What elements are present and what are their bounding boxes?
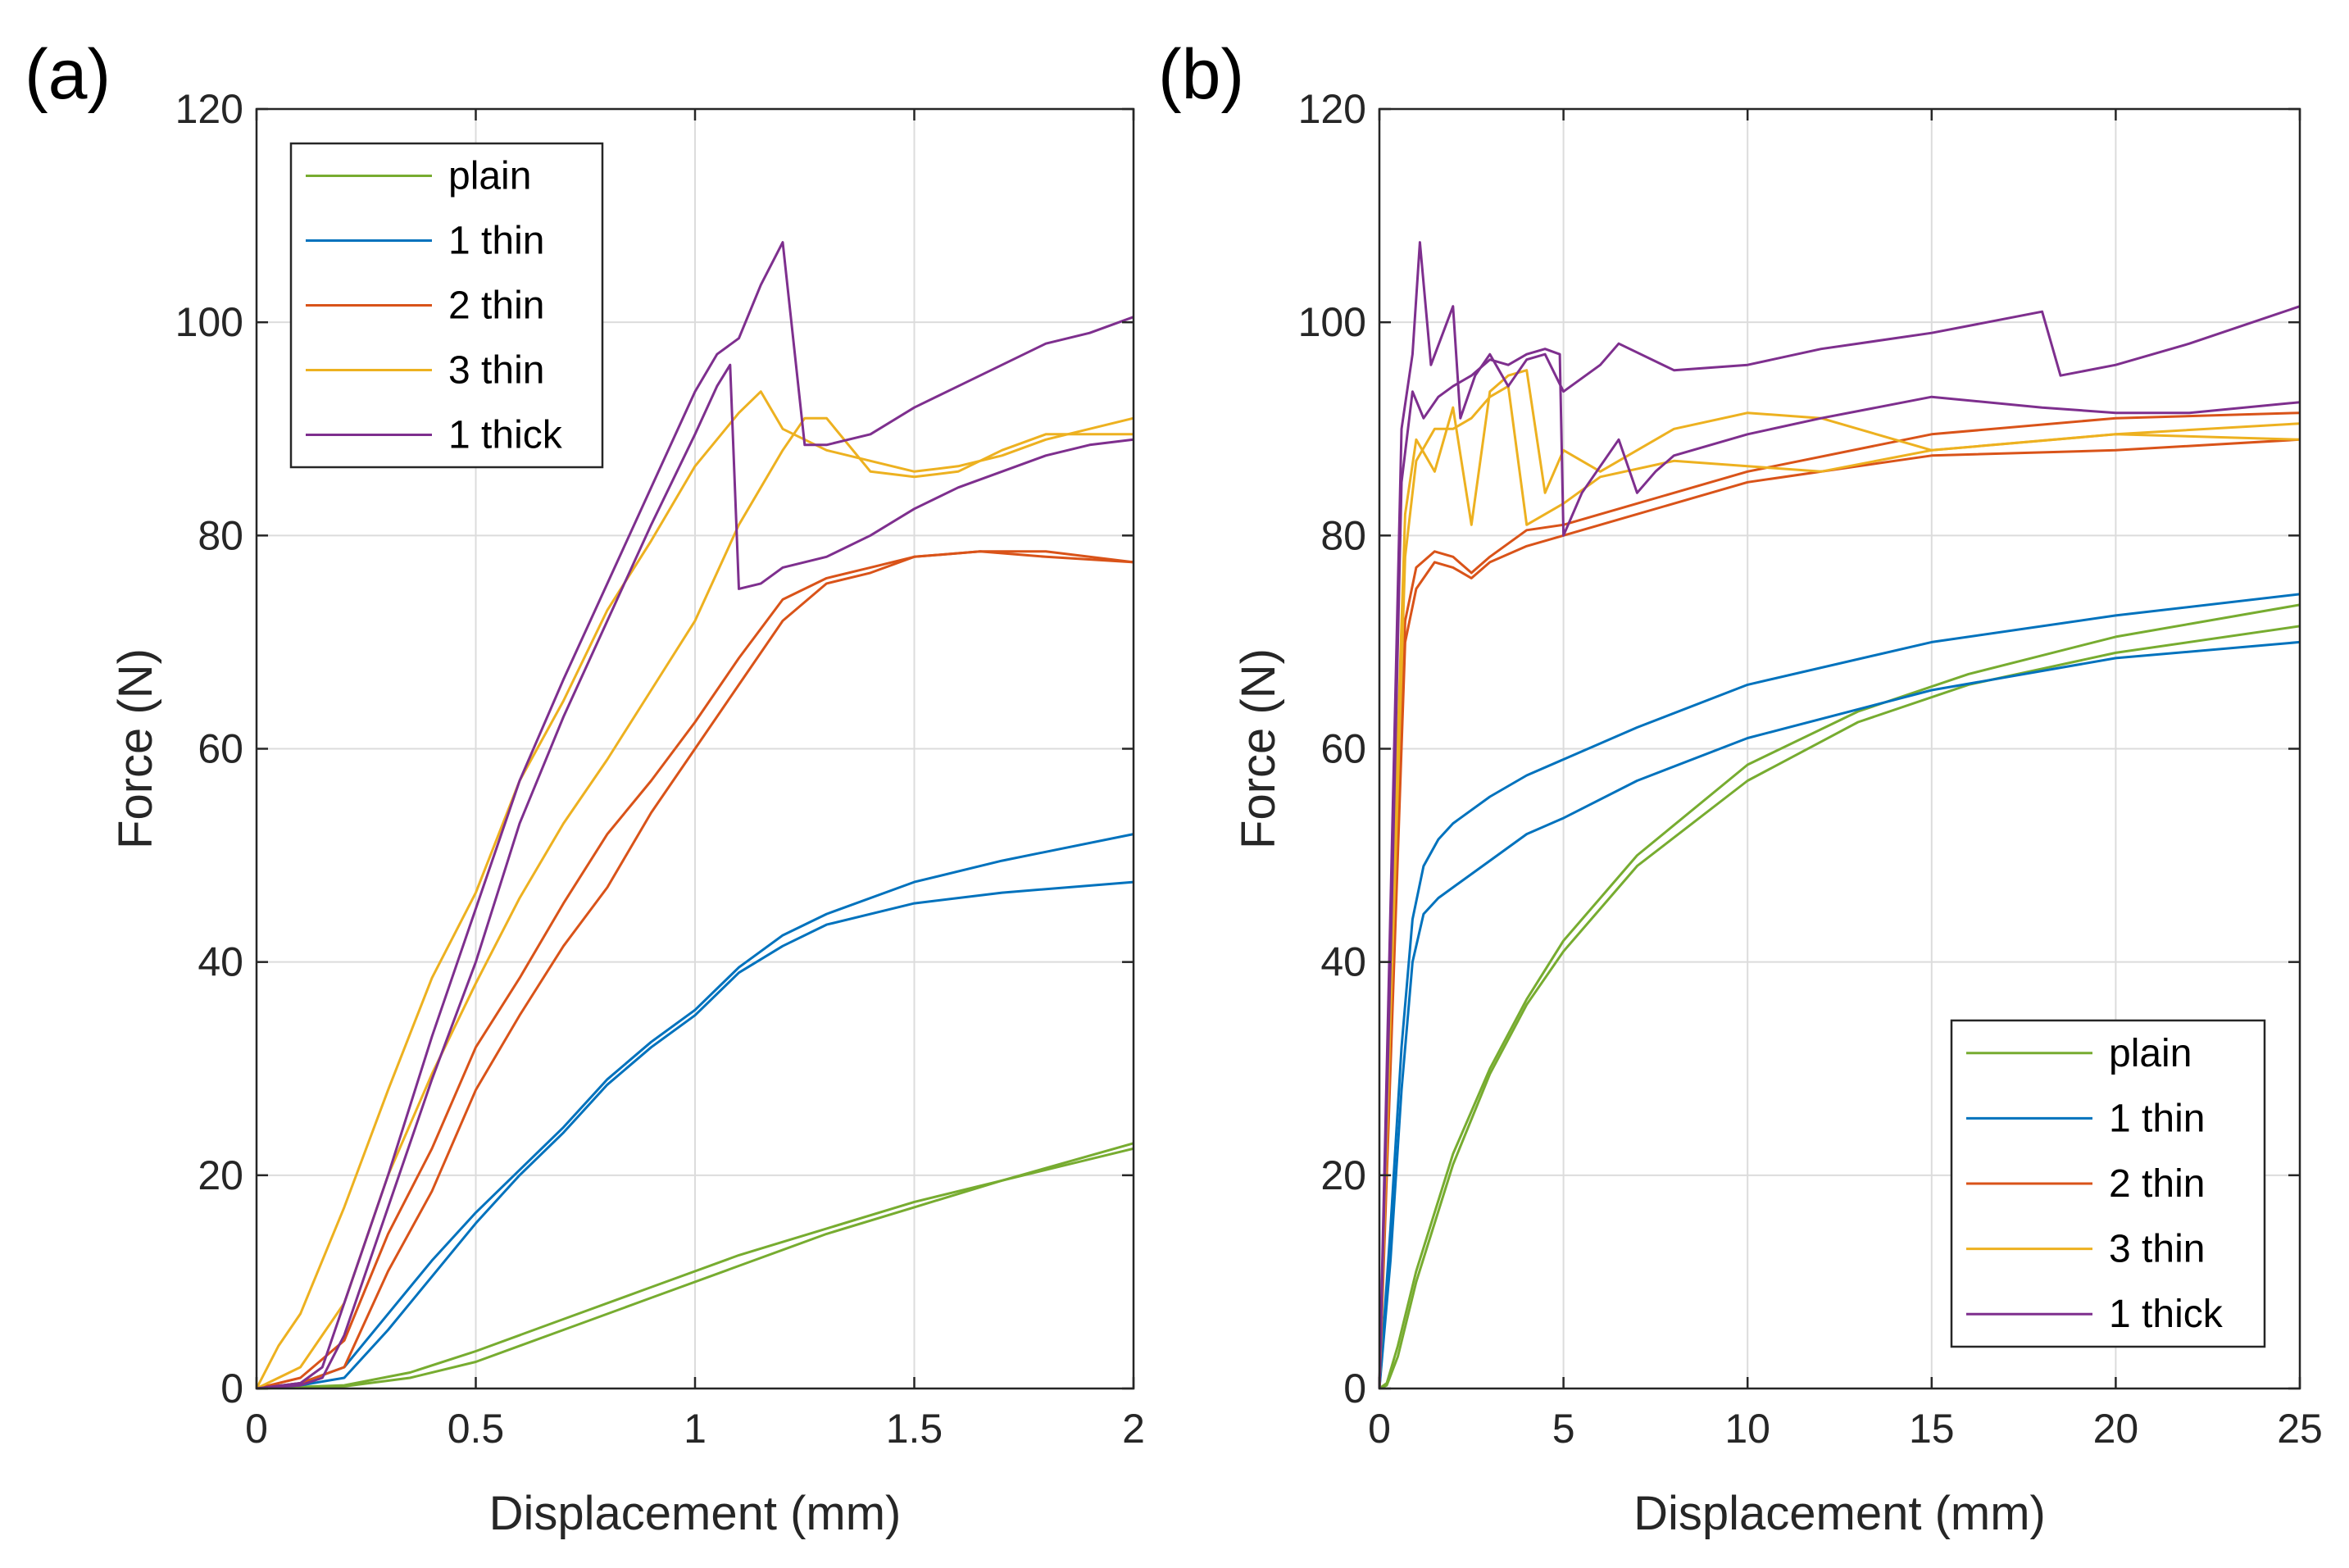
series-line-1-thin xyxy=(256,833,1134,1390)
legend-entry: 3 thin xyxy=(448,349,544,393)
series-line-plain xyxy=(1379,603,2301,1390)
x-axis-label: Displacement (mm) xyxy=(489,1487,902,1540)
chart-panel-b: 0 5 10 15 20 25 0 20 40 60 80 100 120 Displacement (m… xyxy=(1158,35,2323,1540)
legend-entry: 2 thin xyxy=(2109,1162,2205,1206)
x-axis-label: Displacement (mm) xyxy=(1633,1487,2046,1540)
series-line-2-thin xyxy=(1378,411,2301,1389)
x-tick-label: 1 xyxy=(684,1406,707,1452)
legend-entry: 1 thick xyxy=(2109,1293,2224,1336)
series-line-3-thin xyxy=(1378,384,2301,1389)
y-tick-label: 120 xyxy=(1298,86,1366,132)
series-line-1-thin xyxy=(1378,640,2301,1389)
y-tick-label: 20 xyxy=(198,1152,243,1198)
y-tick-label: 0 xyxy=(220,1366,243,1411)
legend-entry: 1 thin xyxy=(448,220,544,263)
x-tick-label: 0 xyxy=(245,1406,268,1452)
y-tick-label: 120 xyxy=(175,86,243,132)
series-line-1-thin xyxy=(1378,593,2301,1389)
series-line-3-thin xyxy=(256,416,1134,1390)
series-line-3-thin xyxy=(255,390,1134,1389)
series-line-2-thin xyxy=(256,550,1134,1390)
series-line-1-thick xyxy=(256,241,1134,1390)
series-line-plain xyxy=(1379,625,2301,1390)
y-tick-label: 40 xyxy=(1320,939,1366,985)
x-tick-label: 25 xyxy=(2277,1406,2323,1452)
series-line-plain xyxy=(256,1142,1134,1390)
y-tick-label: 0 xyxy=(1343,1366,1366,1411)
legend-entry: plain xyxy=(448,155,531,198)
legend-entry: plain xyxy=(2109,1032,2192,1075)
legend: plain 1 thin 2 thin 3 thin 1 thick xyxy=(1950,1019,2266,1348)
legend-entry: 1 thin xyxy=(2109,1097,2205,1140)
y-tick-label: 80 xyxy=(198,512,243,558)
series-line-1-thin xyxy=(256,880,1134,1390)
y-tick-label: 40 xyxy=(198,939,243,985)
series-line-1-thick xyxy=(256,363,1134,1390)
y-tick-label: 60 xyxy=(1320,726,1366,772)
y-tick-label: 100 xyxy=(1298,299,1366,345)
series-line-1-thick xyxy=(1378,348,2301,1389)
x-tick-label: 0.5 xyxy=(448,1406,505,1452)
series-line-plain xyxy=(256,1147,1134,1390)
x-tick-label: 2 xyxy=(1122,1406,1145,1452)
y-tick-label: 20 xyxy=(1320,1152,1366,1198)
legend-entry: 3 thin xyxy=(2109,1228,2205,1271)
x-tick-label: 1.5 xyxy=(886,1406,943,1452)
x-tick-label: 15 xyxy=(1909,1406,1955,1452)
y-axis-label: Force (N) xyxy=(1232,648,1285,849)
legend-entry: 2 thin xyxy=(448,284,544,328)
x-tick-label: 20 xyxy=(2093,1406,2139,1452)
series-line-1-thick xyxy=(1378,241,2301,1389)
legend-entry: 1 thick xyxy=(448,414,563,457)
panel-label: (a) xyxy=(25,35,111,114)
y-tick-label: 100 xyxy=(175,299,243,345)
series-line-2-thin xyxy=(1378,438,2301,1389)
y-axis-label: Force (N) xyxy=(109,648,162,849)
x-tick-label: 5 xyxy=(1552,1406,1575,1452)
y-tick-label: 60 xyxy=(198,726,243,772)
y-tick-label: 80 xyxy=(1320,512,1366,558)
legend: plain 1 thin 2 thin 3 thin 1 thick xyxy=(289,142,604,469)
x-tick-label: 10 xyxy=(1724,1406,1770,1452)
panel-label: (b) xyxy=(1158,35,1244,114)
x-tick-label: 0 xyxy=(1368,1406,1391,1452)
